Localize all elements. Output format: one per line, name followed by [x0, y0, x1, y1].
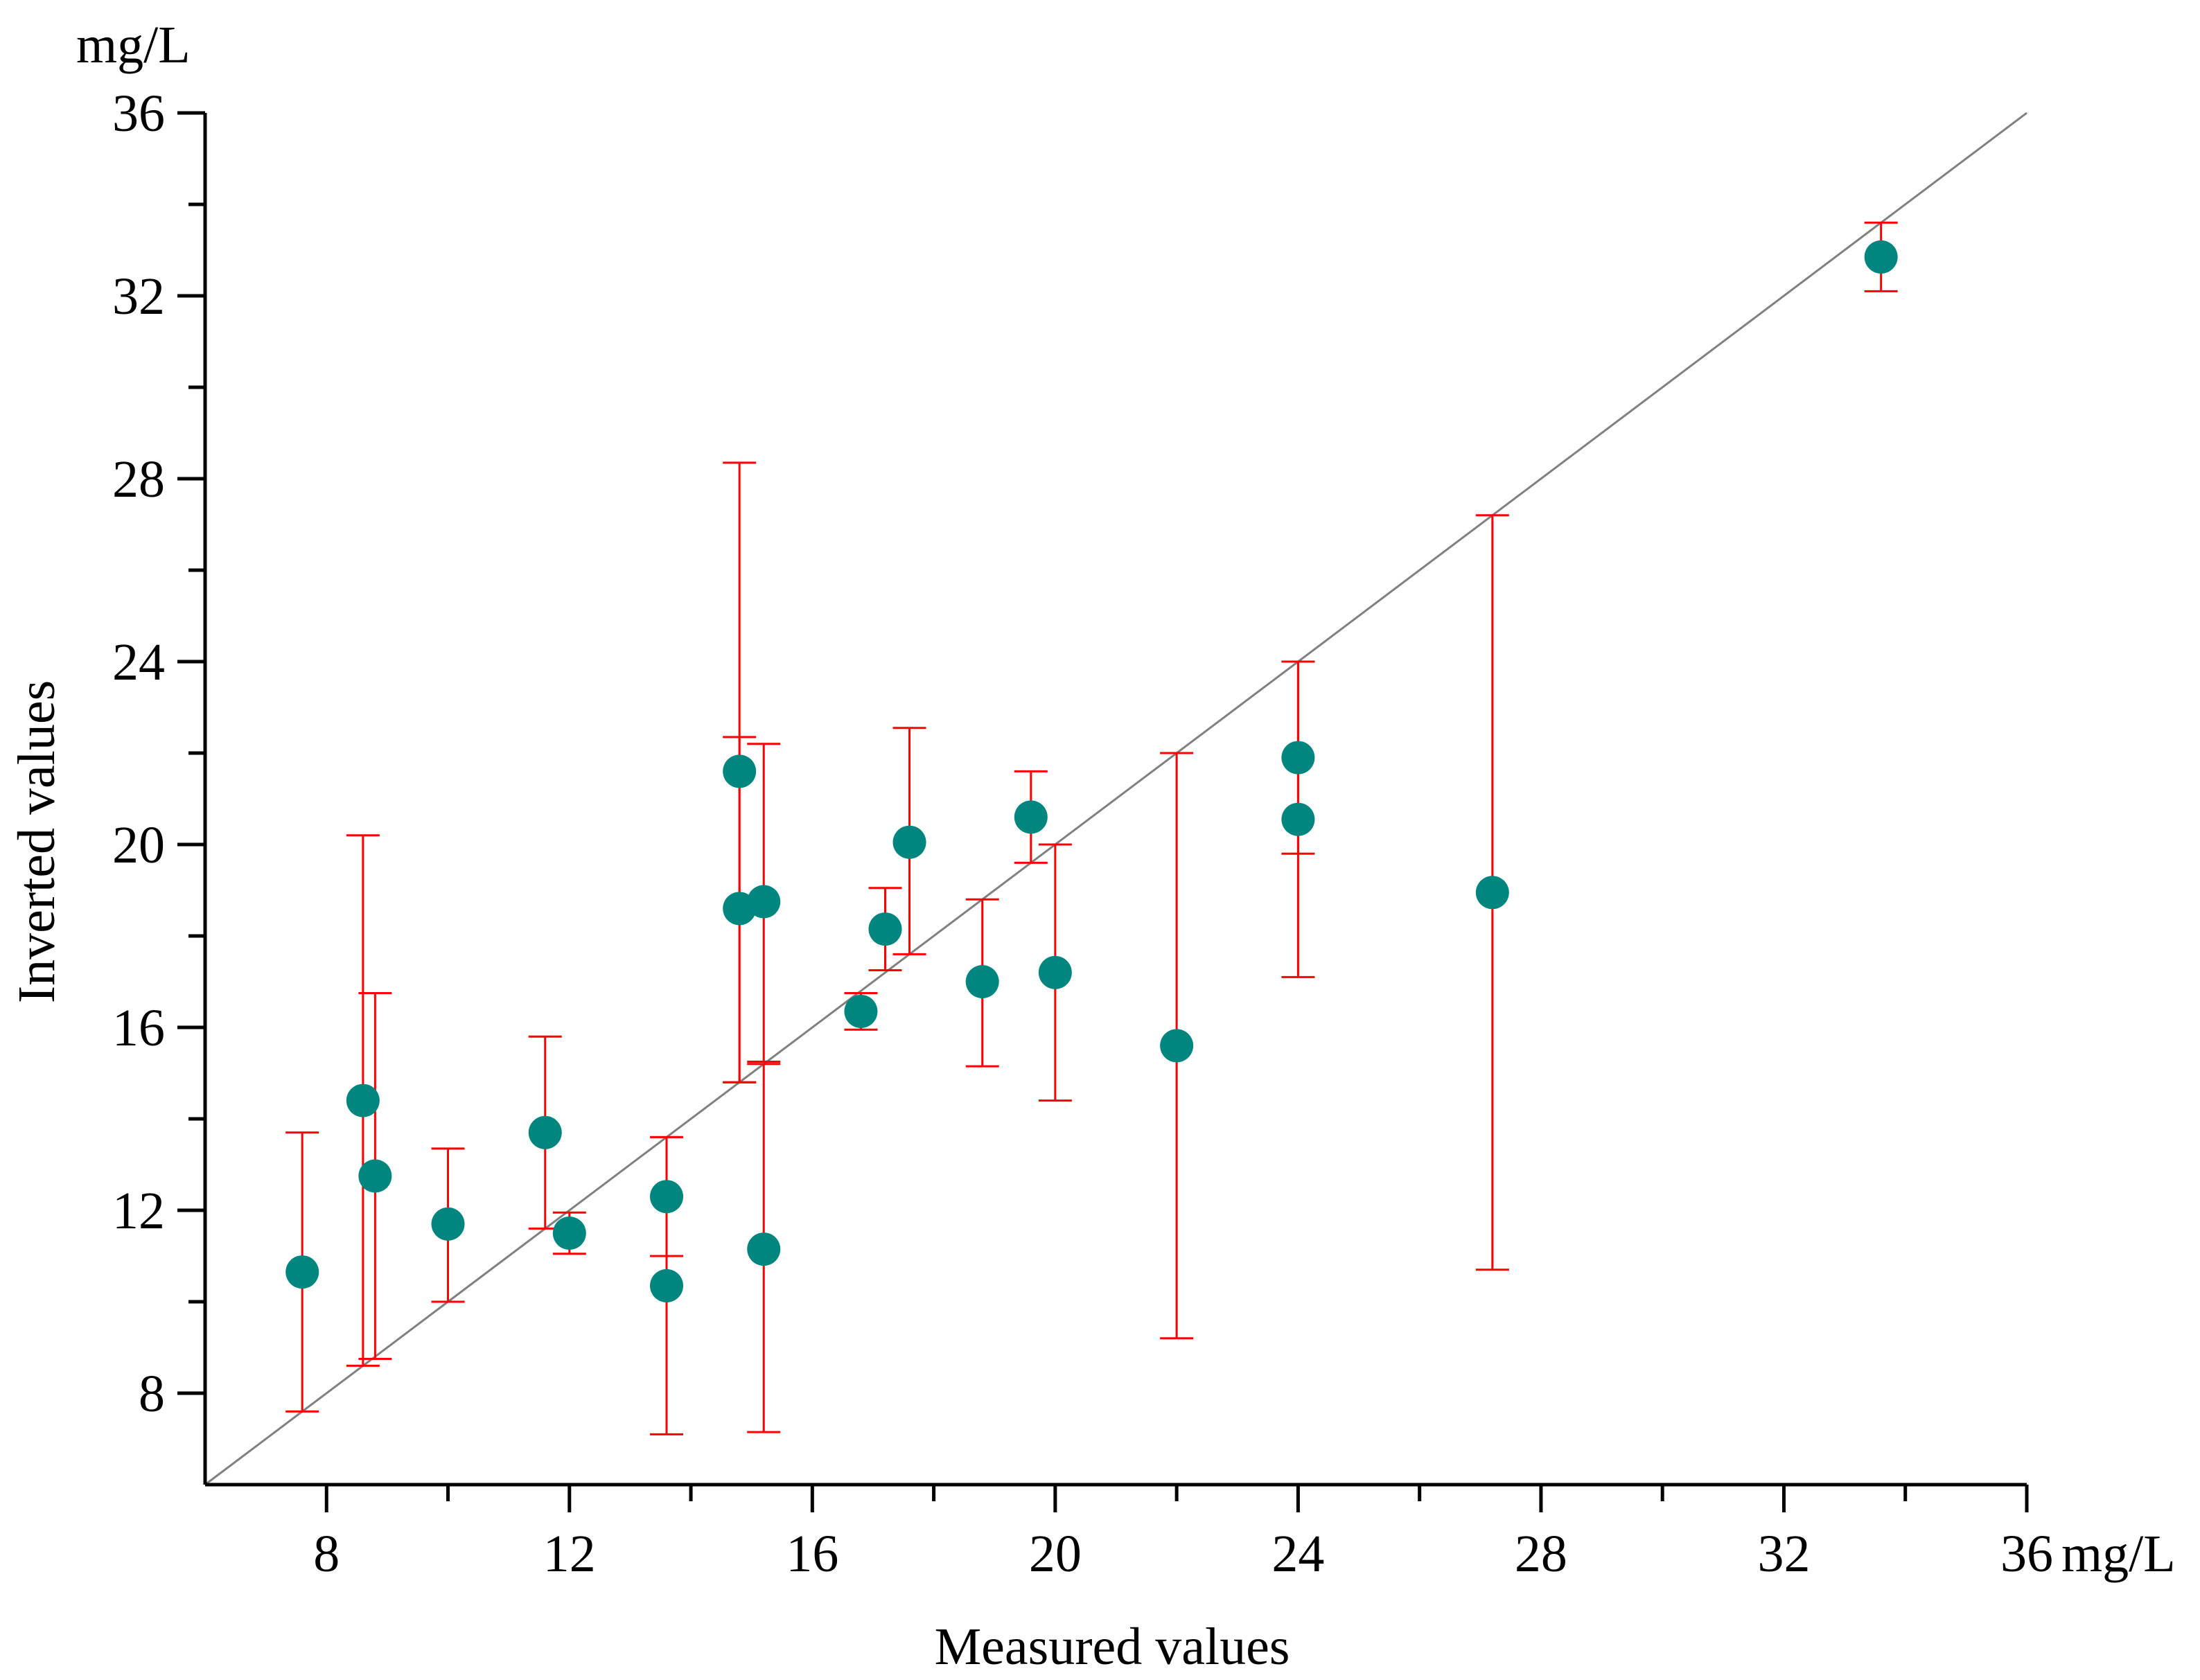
y-tick-label: 24 [112, 633, 165, 691]
points-layer [285, 240, 1898, 1302]
errorbar-layer [285, 221, 1898, 1435]
y-axis-title: Inverted values [8, 680, 66, 1003]
y-tick-label: 8 [139, 1365, 165, 1423]
x-tick-label: 32 [1757, 1525, 1810, 1583]
data-point [1038, 955, 1072, 989]
x-tick-label: 8 [313, 1525, 340, 1583]
data-point [868, 912, 902, 946]
ticks-layer: 8 12 16 20 24 28 32 36 8 12 16 20 24 28 32 36 [112, 85, 2053, 1583]
data-point [892, 825, 926, 859]
data-point [723, 754, 757, 788]
y-axis-unit-label: mg/L [76, 16, 191, 74]
reference-line [204, 112, 2027, 1486]
x-tick-label: 20 [1029, 1525, 1082, 1583]
x-tick-label: 16 [786, 1525, 838, 1583]
y-tick-label: 16 [112, 999, 165, 1057]
x-axis-title: Measured values [935, 1618, 1290, 1676]
data-point [431, 1207, 465, 1241]
data-point [1864, 240, 1898, 274]
data-point [1160, 1029, 1194, 1063]
x-tick-label: 12 [543, 1525, 596, 1583]
y-tick-label: 28 [112, 450, 165, 509]
x-tick-label: 28 [1515, 1525, 1567, 1583]
data-point [358, 1159, 392, 1193]
data-point [650, 1180, 684, 1214]
x-tick-label: 24 [1271, 1525, 1324, 1583]
x-axis-unit-label: mg/L [2061, 1525, 2176, 1583]
data-point [747, 885, 781, 919]
data-point [285, 1255, 319, 1289]
y-tick-label: 32 [112, 267, 165, 326]
data-point [650, 1268, 684, 1302]
data-point [844, 994, 878, 1028]
data-point [1281, 802, 1315, 836]
data-point [1475, 876, 1509, 910]
data-point [1014, 800, 1048, 834]
y-tick-label: 12 [112, 1182, 165, 1240]
data-point [747, 1232, 781, 1266]
data-point [346, 1084, 380, 1117]
data-point [1281, 741, 1315, 775]
data-point [965, 965, 999, 998]
x-tick-label: 36 [2000, 1525, 2053, 1583]
data-point [528, 1115, 562, 1149]
data-point [552, 1217, 586, 1250]
y-tick-label: 20 [112, 816, 165, 874]
y-tick-label: 36 [112, 85, 165, 143]
reference-line-layer [204, 112, 2027, 1486]
axes-layer [203, 113, 2027, 1487]
